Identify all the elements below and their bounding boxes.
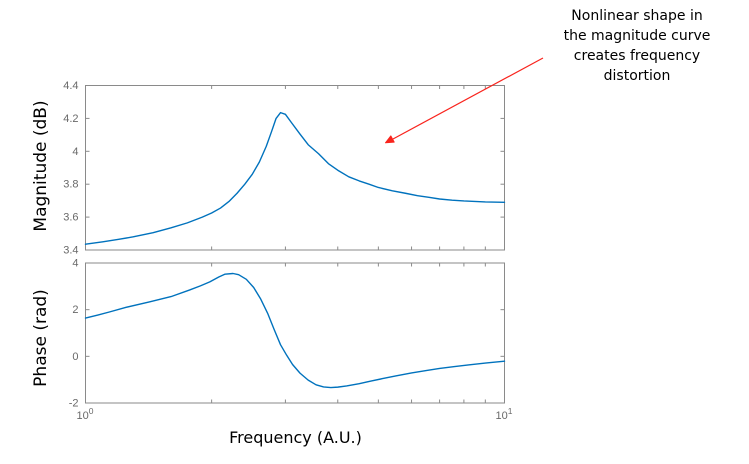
- phase-y-tick-label: -2: [69, 398, 79, 410]
- magnitude-y-tick-label: 3.8: [63, 179, 78, 191]
- magnitude-y-tick-label: 4: [72, 146, 78, 158]
- annotation-arrow-line: [392, 57, 544, 140]
- magnitude-y-tick-label: 4.2: [63, 113, 78, 125]
- phase-curve: [84, 272, 506, 389]
- phase-y-tick-label: 0: [72, 351, 78, 363]
- annotation-arrow: [385, 57, 544, 144]
- phase-ylabel: Phase (rad): [31, 289, 51, 387]
- phase-axes: -2 0 2 4 100 101: [69, 258, 513, 423]
- phase-y-tick-label: 4: [72, 258, 78, 270]
- x-tick-label: 100: [77, 406, 94, 422]
- x-tick-label: 101: [496, 406, 513, 422]
- phase-axes-box: [85, 262, 505, 404]
- annotation-arrowhead-icon: [385, 135, 395, 144]
- phase-y-tick-label: 2: [72, 304, 78, 316]
- magnitude-curve: [84, 111, 506, 245]
- magnitude-y-tick-label: 3.4: [63, 245, 78, 257]
- magnitude-axes: 3.4 3.6 3.8 4 4.2 4.4: [63, 80, 506, 257]
- magnitude-y-tick-label: 4.4: [63, 80, 78, 92]
- magnitude-axes-box: [85, 85, 505, 251]
- frequency-xlabel: Frequency (A.U.): [229, 428, 362, 447]
- magnitude-y-tick-label: 3.6: [63, 212, 78, 224]
- magnitude-ylabel: Magnitude (dB): [31, 100, 51, 232]
- annotation-text: Nonlinear shape in the magnitude curve c…: [563, 8, 711, 84]
